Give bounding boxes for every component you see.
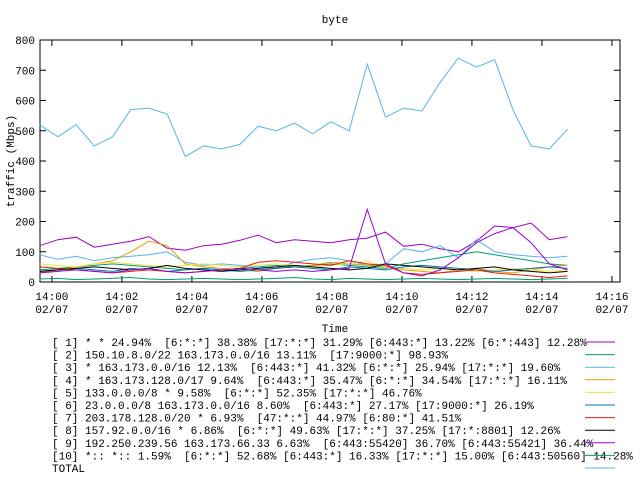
- x-tick-label: 14:16 02/07: [595, 292, 628, 317]
- y-tick-label: 700: [15, 66, 35, 78]
- x-tick-label: 14:12 02/07: [455, 292, 488, 317]
- legend-label: [ 1] * * 24.94% [6:*:*] 38.38% [17:*:*] …: [52, 338, 587, 350]
- y-tick-label: 800: [15, 36, 35, 48]
- legend-label: [ 7] 203.178.128.0/20 * 6.93% [47:*:*] 4…: [52, 414, 462, 426]
- series-line: [39, 276, 568, 281]
- plot-frame: [39, 39, 621, 283]
- legend-label: [ 9] 192.250.239.56 163.173.66.33 6.63% …: [52, 439, 594, 451]
- series-line: [39, 263, 568, 274]
- legend-label: [ 2] 150.10.8.0/22 163.173.0.0/16 13.11%…: [52, 351, 448, 363]
- y-tick-label: 400: [15, 157, 35, 169]
- x-tick-label: 14:10 02/07: [385, 292, 418, 317]
- legend-label: [ 4] * 163.173.128.0/17 9.64% [6:443:*] …: [52, 376, 567, 388]
- chart-title: byte: [322, 15, 348, 27]
- y-tick-label: 0: [28, 278, 35, 290]
- series-line: [39, 260, 568, 279]
- y-axis-label: traffic (Mbps): [6, 115, 18, 207]
- legend-label: [10] *:: *:: 1.59% [6:*:*] 52.68% [6:443…: [52, 451, 633, 463]
- x-tick-label: 14:06 02/07: [245, 292, 278, 317]
- series-line: [39, 207, 568, 277]
- legend-label: [ 8] 157.92.0.0/16 * 6.86% [6:*:*] 49.63…: [52, 426, 561, 438]
- series-line: [39, 57, 568, 158]
- y-tick-label: 300: [15, 187, 35, 199]
- legend-label: TOTAL: [52, 464, 85, 476]
- y-tick-label: 600: [15, 97, 35, 109]
- legend-label: [ 6] 23.0.0.0/8 163.173.0.0/16 8.60% [6:…: [52, 401, 534, 413]
- legend-label: [ 5] 133.0.0.0/8 * 9.58% [6:*:*] 52.35% …: [52, 388, 422, 400]
- x-tick-label: 14:14 02/07: [525, 292, 558, 317]
- y-tick-label: 100: [15, 248, 35, 260]
- x-tick-label: 14:08 02/07: [315, 292, 348, 317]
- series-line: [39, 222, 568, 253]
- legend-label: [ 3] * 163.173.0.0/16 12.13% [6:443:*] 4…: [52, 363, 561, 375]
- x-tick-label: 14:00 02/07: [35, 292, 68, 317]
- y-tick-label: 200: [15, 218, 35, 230]
- y-tick-label: 500: [15, 127, 35, 139]
- x-tick-label: 14:04 02/07: [175, 292, 208, 317]
- x-axis-label: Time: [322, 324, 348, 336]
- x-tick-label: 14:02 02/07: [105, 292, 138, 317]
